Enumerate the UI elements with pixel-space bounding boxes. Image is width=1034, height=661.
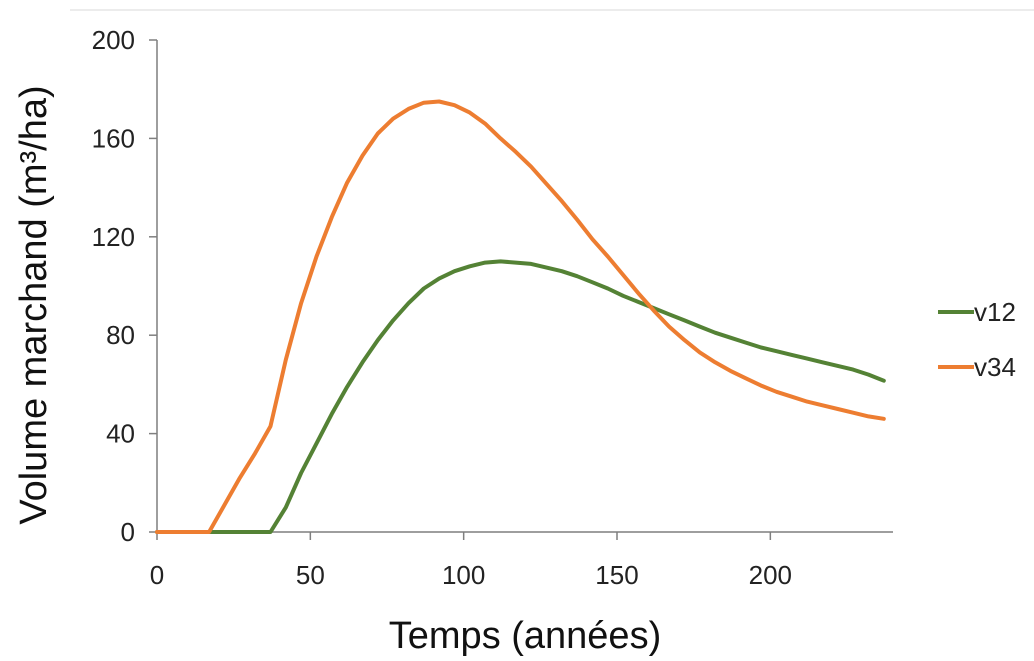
- x-tick-label: 150: [595, 560, 638, 590]
- y-axis-ticks: 0 40 80 120 160 200: [92, 25, 157, 547]
- series-line-v34: [155, 99, 886, 534]
- y-tick-label: 0: [121, 517, 135, 547]
- x-tick-label: 200: [749, 560, 792, 590]
- x-tick-label: 100: [442, 560, 485, 590]
- series-line-v12: [155, 259, 886, 534]
- y-axis-title: Volume marchand (m³/ha): [13, 85, 55, 524]
- x-axis-title: Temps (années): [389, 615, 661, 657]
- y-tick-label: 160: [92, 123, 135, 153]
- legend: v12 v34: [938, 297, 1016, 382]
- y-tick-label: 120: [92, 222, 135, 252]
- legend-label-v12: v12: [974, 297, 1016, 327]
- y-tick-label: 80: [106, 320, 135, 350]
- x-axis-ticks: 0 50 100 150 200: [150, 532, 792, 590]
- x-tick-label: 0: [150, 560, 164, 590]
- series-lines: [155, 99, 886, 534]
- y-tick-label: 40: [106, 419, 135, 449]
- legend-label-v34: v34: [974, 352, 1016, 382]
- y-tick-label: 200: [92, 25, 135, 55]
- x-tick-label: 50: [296, 560, 325, 590]
